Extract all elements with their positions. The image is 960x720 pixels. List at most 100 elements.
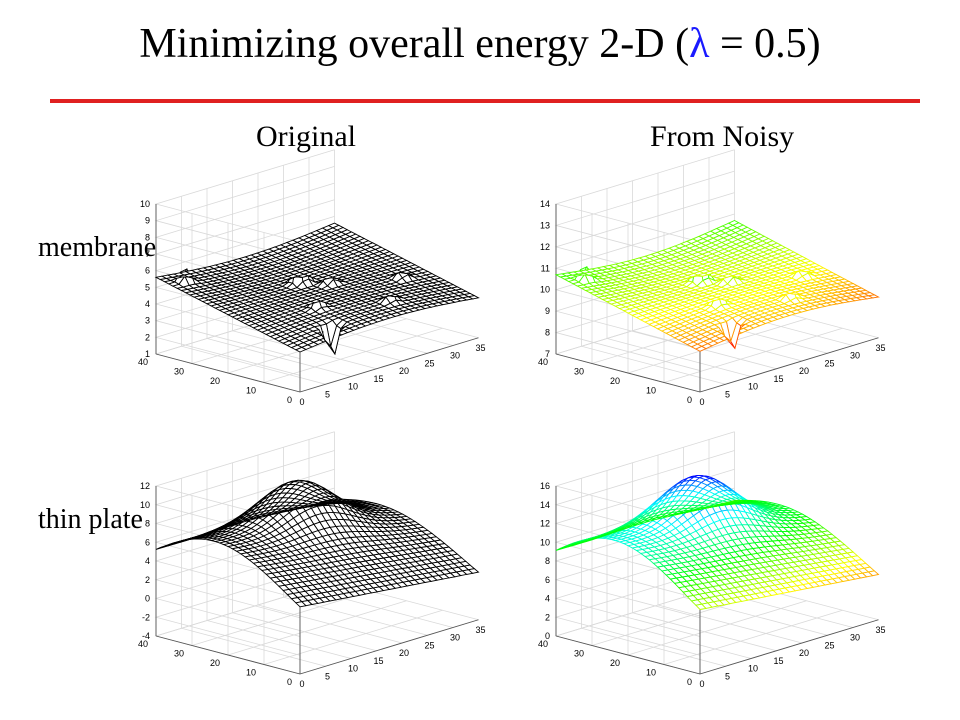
x-tick-label: 25 <box>824 640 834 650</box>
z-tick-label: 7 <box>545 349 550 359</box>
x-tick-label: 5 <box>325 389 330 399</box>
x-tick-label: 10 <box>348 382 358 392</box>
axis-edge <box>555 635 701 675</box>
row-label-thin-plate: thin plate <box>38 504 143 535</box>
y-tick-label: 0 <box>287 677 292 687</box>
z-tick-label: 0 <box>545 631 550 641</box>
y-tick-label: 0 <box>687 395 692 405</box>
column-heading-noisy: From Noisy <box>650 120 795 153</box>
z-tick-label: 14 <box>540 500 550 510</box>
lambda-symbol: λ <box>689 21 710 67</box>
x-tick-label: 0 <box>299 397 304 407</box>
y-tick-label: 40 <box>538 357 548 367</box>
z-tick-label: 12 <box>140 481 150 491</box>
x-tick-label: 15 <box>773 374 783 384</box>
surface-mesh <box>154 222 480 356</box>
x-tick-label: 35 <box>475 343 485 353</box>
surface-cell <box>554 273 568 278</box>
z-tick-label: 2 <box>545 612 550 622</box>
z-tick-label: 10 <box>140 500 150 510</box>
x-tick-label: 30 <box>450 351 460 361</box>
z-tick-label: 0 <box>145 594 150 604</box>
y-tick-label: 20 <box>210 376 220 386</box>
x-tick-label: 0 <box>699 679 704 689</box>
z-tick-label: 12 <box>540 519 550 529</box>
z-tick-label: 6 <box>145 537 150 547</box>
z-tick-label: 1 <box>145 349 150 359</box>
x-tick-label: 30 <box>850 633 860 643</box>
z-tick-label: 10 <box>540 285 550 295</box>
x-tick-label: 15 <box>373 656 383 666</box>
z-tick-label: 12 <box>540 242 550 252</box>
axis-edge <box>699 619 879 675</box>
y-tick-label: 30 <box>574 649 584 659</box>
x-tick-label: 5 <box>725 389 730 399</box>
y-tick-label: 20 <box>610 658 620 668</box>
z-tick-label: 11 <box>541 263 550 273</box>
page-title: Minimizing overall energy 2-D (λ = 0.5) <box>0 20 960 68</box>
x-tick-label: 10 <box>748 664 758 674</box>
y-tick-label: 30 <box>174 367 184 377</box>
x-tick-label: 30 <box>850 351 860 361</box>
z-tick-label: 8 <box>145 232 150 242</box>
x-tick-label: 20 <box>799 366 809 376</box>
y-tick-label: 40 <box>138 639 148 649</box>
axis-edge <box>299 337 479 393</box>
title-prefix: Minimizing overall energy 2-D ( <box>139 21 690 67</box>
x-tick-label: 35 <box>875 625 885 635</box>
surface-plot-membrane-original: 1 2 3 4 5 6 7 8 9 10 0 5 10 15 20 25 30 35 0 10 20 30 40 <box>138 149 486 407</box>
z-gridline <box>154 149 335 243</box>
axis-edge <box>699 337 879 393</box>
x-tick-label: 20 <box>799 648 809 658</box>
x-tick-label: 15 <box>373 374 383 384</box>
x-tick-label: 5 <box>725 671 730 681</box>
z-tick-label: 7 <box>145 249 150 259</box>
y-tick-label: 20 <box>610 376 620 386</box>
surface-cell <box>155 545 167 550</box>
column-heading-original: Original <box>256 120 356 153</box>
axis-edge <box>299 619 479 675</box>
z-tick-label: 9 <box>145 216 150 226</box>
z-tick-label: 4 <box>545 594 550 604</box>
x-tick-label: 15 <box>773 656 783 666</box>
title-rule <box>50 99 920 103</box>
surface-mesh <box>155 479 480 608</box>
surface-mesh <box>554 219 880 352</box>
surface-plot-membrane-noisy: 7 8 9 10 11 12 13 14 0 5 10 15 20 25 30 35 0 10 20 30 40 <box>538 149 886 407</box>
z-tick-label: 10 <box>140 199 150 209</box>
z-gridline <box>554 149 735 243</box>
x-tick-label: 25 <box>424 358 434 368</box>
x-tick-label: 25 <box>824 358 834 368</box>
surface-cell <box>555 546 567 551</box>
y-tick-label: 10 <box>646 668 656 678</box>
x-tick-label: 0 <box>299 679 304 689</box>
x-tick-label: 20 <box>399 366 409 376</box>
z-tick-label: -2 <box>142 612 150 622</box>
z-tick-label: 8 <box>145 519 150 529</box>
x-tick-label: 10 <box>748 382 758 392</box>
x-tick-label: 35 <box>475 625 485 635</box>
y-tick-label: 30 <box>574 367 584 377</box>
z-tick-label: 16 <box>540 481 550 491</box>
y-tick-label: 10 <box>646 386 656 396</box>
y-tick-label: 0 <box>687 677 692 687</box>
z-tick-label: 5 <box>145 282 150 292</box>
axes-box <box>154 431 479 675</box>
y-tick-label: 40 <box>538 639 548 649</box>
x-tick-label: 35 <box>875 343 885 353</box>
z-tick-label: 13 <box>540 220 550 230</box>
x-tick-label: 20 <box>399 648 409 658</box>
axis-edge <box>555 353 701 393</box>
z-tick-label: 6 <box>545 575 550 585</box>
y-tick-label: 10 <box>246 386 256 396</box>
x-tick-label: 30 <box>450 633 460 643</box>
x-tick-label: 25 <box>424 640 434 650</box>
z-tick-label: -4 <box>142 631 150 641</box>
axis-edge <box>155 635 301 675</box>
surface-plot-thinplate-noisy: 0 2 4 6 8 10 12 14 16 0 5 10 15 20 25 30 35 0 10 20 30 40 <box>538 431 886 689</box>
z-tick-label: 6 <box>145 266 150 276</box>
z-tick-label: 14 <box>540 199 550 209</box>
title-suffix: = 0.5) <box>709 21 821 67</box>
row-label-membrane: membrane <box>38 232 157 263</box>
z-tick-label: 4 <box>145 556 150 566</box>
